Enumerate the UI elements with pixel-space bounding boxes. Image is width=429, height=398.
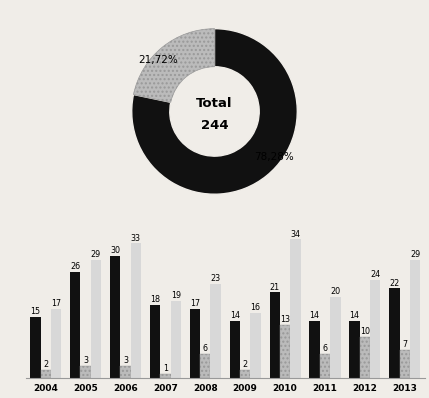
Bar <box>320 354 330 378</box>
Text: 2: 2 <box>243 360 248 369</box>
Text: 3: 3 <box>123 356 128 365</box>
Text: 18: 18 <box>150 295 160 304</box>
Bar <box>160 374 171 378</box>
Bar <box>269 293 280 378</box>
Bar <box>370 280 381 378</box>
Text: 21,72%: 21,72% <box>138 55 178 65</box>
Text: 2: 2 <box>43 360 48 369</box>
Text: 30: 30 <box>110 246 120 255</box>
Bar <box>309 321 320 378</box>
Bar <box>211 284 221 378</box>
Bar <box>131 244 141 378</box>
Text: 34: 34 <box>290 230 300 238</box>
Text: 78,28%: 78,28% <box>254 152 294 162</box>
Text: 21: 21 <box>270 283 280 292</box>
Bar <box>110 256 120 378</box>
Text: 6: 6 <box>323 344 327 353</box>
Bar <box>330 297 341 378</box>
Text: 1: 1 <box>163 364 168 373</box>
Bar <box>410 260 420 378</box>
Bar <box>280 325 290 378</box>
Bar <box>240 370 251 378</box>
Text: 16: 16 <box>251 303 260 312</box>
Text: 29: 29 <box>410 250 420 259</box>
Text: 14: 14 <box>350 311 360 320</box>
Legend: Security Field (191), Other fields (53): Security Field (191), Other fields (53) <box>106 237 323 247</box>
Text: 14: 14 <box>230 311 240 320</box>
Bar <box>389 288 399 378</box>
Text: 33: 33 <box>131 234 141 243</box>
Bar <box>399 349 410 378</box>
Text: 6: 6 <box>203 344 208 353</box>
Text: 26: 26 <box>70 262 80 271</box>
Bar <box>120 366 131 378</box>
Text: 29: 29 <box>91 250 101 259</box>
Bar <box>51 309 61 378</box>
Text: 22: 22 <box>389 279 399 287</box>
Text: 14: 14 <box>310 311 320 320</box>
Bar <box>80 366 91 378</box>
Text: 20: 20 <box>330 287 340 296</box>
Text: 19: 19 <box>171 291 181 300</box>
Text: 7: 7 <box>402 340 407 349</box>
Bar <box>251 313 261 378</box>
Bar <box>40 370 51 378</box>
Text: 24: 24 <box>370 270 380 279</box>
Text: 244: 244 <box>201 119 228 132</box>
Bar <box>91 260 101 378</box>
Text: 13: 13 <box>280 315 290 324</box>
Bar <box>360 338 370 378</box>
Text: 17: 17 <box>190 299 200 308</box>
Bar <box>150 305 160 378</box>
Text: Total: Total <box>196 98 233 111</box>
Bar <box>349 321 360 378</box>
Bar <box>171 300 181 378</box>
Text: 3: 3 <box>83 356 88 365</box>
Bar <box>190 309 200 378</box>
Bar <box>30 317 40 378</box>
Bar <box>290 240 301 378</box>
Wedge shape <box>133 29 214 102</box>
Text: 10: 10 <box>360 328 370 336</box>
Text: (a): (a) <box>206 271 223 283</box>
Wedge shape <box>132 29 297 194</box>
Text: 23: 23 <box>211 275 221 283</box>
Text: 15: 15 <box>30 307 40 316</box>
Bar <box>200 354 211 378</box>
Bar <box>70 272 80 378</box>
Text: 17: 17 <box>51 299 61 308</box>
Bar <box>230 321 240 378</box>
